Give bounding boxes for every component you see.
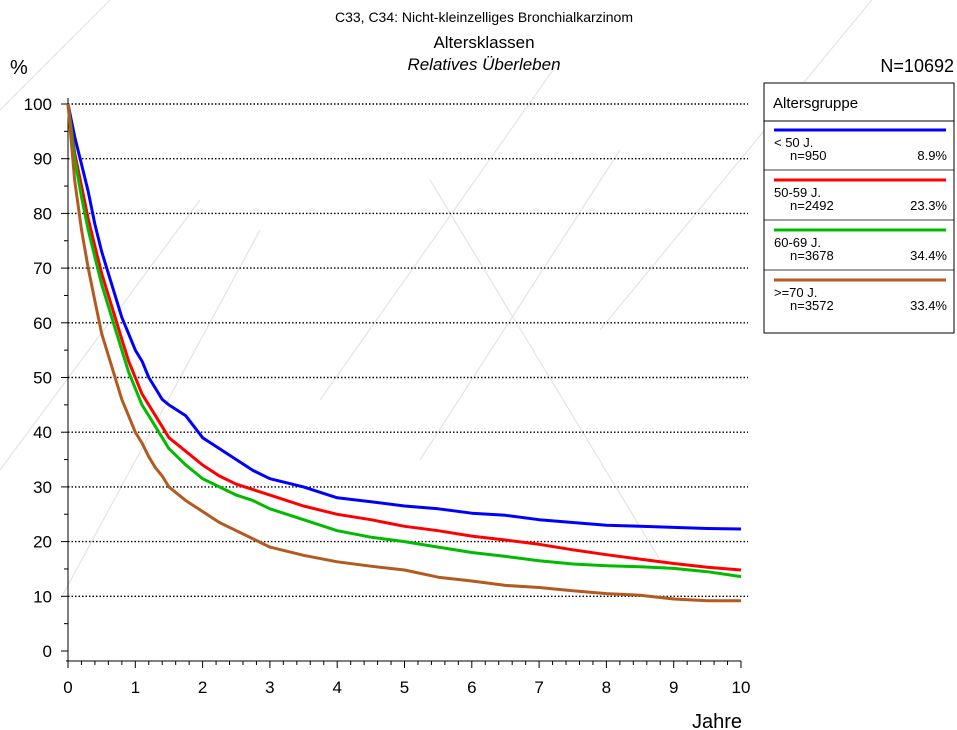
legend-series-count: n=2492	[790, 198, 834, 213]
legend-box	[763, 82, 955, 334]
watermark-stroke	[419, 149, 621, 461]
x-tick-labels: 0 1 2 3 4 5 6 7 8 9 10	[63, 678, 750, 697]
y-tick-label: 40	[33, 423, 52, 442]
axes	[61, 98, 742, 668]
legend-series-share: 34.4%	[910, 248, 947, 263]
watermark-stroke	[0, 199, 201, 471]
y-tick-label: 30	[33, 478, 52, 497]
legend-series-name: 50-59 J.	[774, 185, 821, 200]
legend-items: < 50 J.n=950 8.9% 50-59 J.n=2492 23.3% 60-69…	[764, 128, 954, 313]
y-tick-label: 0	[43, 642, 52, 661]
background-watermark	[0, 0, 873, 601]
y-tick-label: 10	[33, 587, 52, 606]
watermark-stroke	[59, 229, 261, 601]
y-tick-label: 70	[33, 259, 52, 278]
series-line	[66, 103, 741, 603]
x-tick-label: 4	[332, 678, 341, 697]
series-line	[66, 103, 742, 572]
chart-title: C33, C34: Nicht-kleinzelliges Bronchialk…	[335, 9, 633, 25]
legend-title: Altersgruppe	[773, 95, 858, 112]
series-line	[66, 103, 742, 579]
watermark-stroke	[319, 59, 561, 401]
legend-series-share: 8.9%	[917, 148, 947, 163]
y-axis-unit-label: %	[10, 57, 28, 79]
y-tick-label: 20	[33, 533, 52, 552]
y-tick-label: 50	[33, 369, 52, 388]
x-tick-label: 8	[602, 678, 611, 697]
x-tick-label: 2	[198, 678, 207, 697]
legend-series-share: 23.3%	[910, 198, 947, 213]
total-count-label: N=10692	[880, 56, 954, 76]
y-tick-label: 80	[33, 204, 52, 223]
watermark-stroke	[0, 0, 111, 111]
y-tick-label: 100	[24, 95, 52, 114]
legend: Altersgruppe < 50 J.n=950 8.9% 50-59 J.n=2…	[763, 82, 955, 334]
x-tick-label: 5	[400, 678, 409, 697]
legend-series-name: >=70 J.	[774, 285, 817, 300]
series-line	[66, 103, 742, 531]
x-tick-label: 3	[265, 678, 274, 697]
x-tick-label: 7	[534, 678, 543, 697]
x-tick-label: 0	[63, 678, 72, 697]
y-tick-label: 60	[33, 314, 52, 333]
x-tick-label: 6	[467, 678, 476, 697]
legend-series-count: n=3678	[790, 248, 834, 263]
x-axis-label: Jahre	[692, 711, 742, 730]
legend-series-share: 33.4%	[910, 298, 947, 313]
watermark-stroke	[599, 0, 873, 331]
legend-series-name: 60-69 J.	[774, 235, 821, 250]
x-tick-label: 10	[732, 678, 751, 697]
y-tick-labels: 0 10 20 30 40 50 60 70 80 90 100	[24, 95, 52, 661]
chart-subtitle-italic: Relatives Überleben	[407, 55, 560, 74]
grid-lines	[68, 103, 748, 597]
y-tick-label: 90	[33, 150, 52, 169]
series-lines	[66, 103, 742, 603]
legend-series-name: < 50 J.	[774, 135, 813, 150]
chart-subtitle: Altersklassen	[433, 33, 534, 52]
x-tick-label: 1	[131, 678, 140, 697]
legend-series-count: n=950	[790, 148, 827, 163]
legend-series-count: n=3572	[790, 298, 834, 313]
watermark-stroke	[429, 179, 661, 561]
x-tick-label: 9	[669, 678, 678, 697]
